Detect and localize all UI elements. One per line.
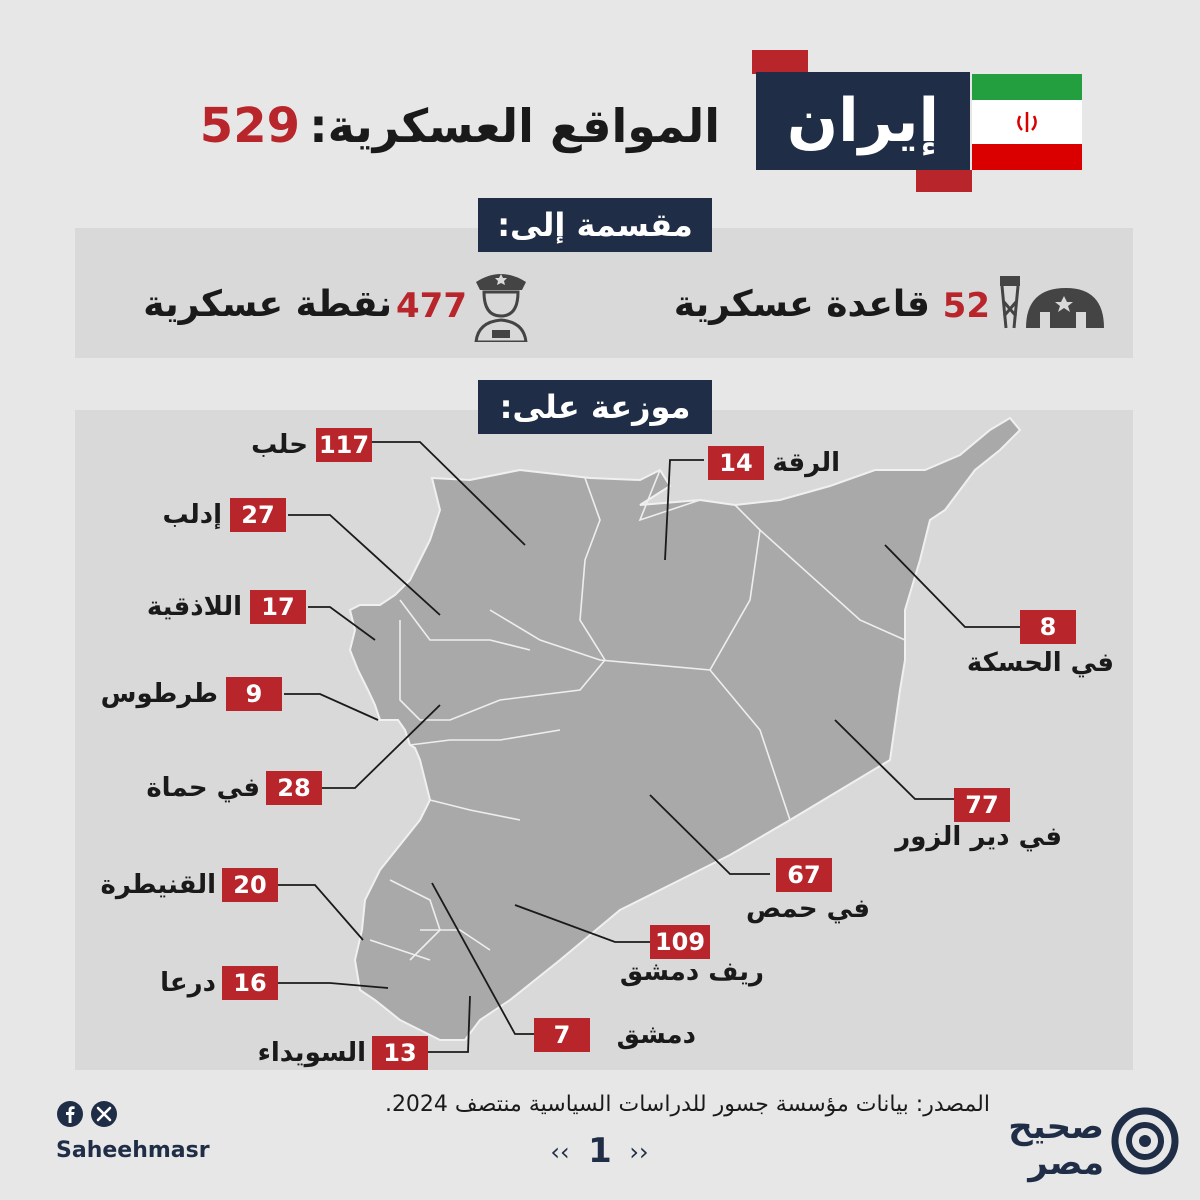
region-tartus: طرطوس [100,679,218,709]
country-title-box [756,72,970,170]
divided-heading: مقسمة إلى: [478,198,712,252]
military-base-icon [1000,276,1104,329]
iran-flag-icon [972,74,1082,170]
region-daraa: درعا [160,968,216,998]
soldier-icon [474,274,528,342]
count-idlib: 27 [230,498,286,532]
brand-name-line2: مصر [1028,1143,1104,1183]
count-damascus: 7 [534,1018,590,1052]
region-deir-ez-zor: في دير الزور [895,822,1062,852]
distributed-heading: موزعة على: [478,380,712,434]
header-accent-bottom [916,170,972,192]
region-rif-dimashq: ريف دمشق [619,957,764,987]
bases-label: قاعدة عسكرية [673,284,930,325]
region-latakia: اللاذقية [146,592,242,622]
region-sweida: السويداء [257,1038,366,1068]
total-count: 529 [199,98,300,154]
governorate-borders [369,469,906,961]
count-hasakah: 8 [1020,610,1076,644]
region-idlib: إدلب [162,500,222,530]
region-hama: في حماة [146,773,260,803]
brand-name-line1: صحيح [1008,1107,1104,1147]
count-rif-dimashq: 109 [650,925,710,959]
source-note: المصدر: بيانات مؤسسة جسور للدراسات السيا… [384,1092,990,1117]
count-tartus: 9 [226,677,282,711]
brand-logo-icon [1111,1107,1179,1175]
region-homs: في حمص [745,894,870,924]
syria-outline [348,416,1022,1041]
count-homs: 67 [776,858,832,892]
prev-page-button[interactable]: ‹‹ [550,1138,570,1166]
x-icon[interactable] [90,1100,118,1128]
next-page-button[interactable]: ›› [629,1138,649,1166]
facebook-icon[interactable] [56,1100,84,1128]
region-quneitra: القنيطرة [100,870,216,900]
main-title: المواقع العسكرية: [309,99,720,153]
count-sweida: 13 [372,1036,428,1070]
country-title: إيران [786,86,940,156]
bases-count: 52 [942,286,990,326]
region-hasakah: في الحسكة [966,648,1114,678]
count-deir-ez-zor: 77 [954,788,1010,822]
points-count: 477 [396,286,467,326]
count-raqqa: 14 [708,446,764,480]
count-daraa: 16 [222,966,278,1000]
header-accent-top [752,50,808,74]
points-label: نقطة عسكرية [143,284,392,325]
region-aleppo: حلب [251,430,308,460]
count-hama: 28 [266,771,322,805]
social-handle[interactable]: Saheehmasr [56,1138,210,1163]
count-quneitra: 20 [222,868,278,902]
count-latakia: 17 [250,590,306,624]
region-damascus: دمشق [616,1020,696,1050]
region-raqqa: الرقة [772,448,840,478]
page-number: 1 [588,1131,612,1171]
count-aleppo: 117 [316,428,372,462]
